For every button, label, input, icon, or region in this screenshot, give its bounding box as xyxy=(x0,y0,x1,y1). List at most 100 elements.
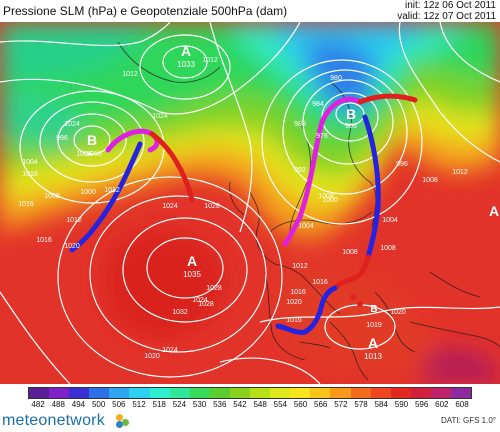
isobar-label: 1024 xyxy=(152,113,168,120)
color-scale-cell xyxy=(310,388,331,398)
color-scale-cell xyxy=(350,388,371,398)
isobar-label: 1008 xyxy=(318,193,334,200)
isobar-label: 1012 xyxy=(452,169,468,176)
isobar-label: 1016 xyxy=(22,171,38,178)
isobar-labels: 1016 1024 1016 1024 1004 996 1004 1008 1012 1000 1… xyxy=(18,57,468,360)
pressure-center-value: 1013 xyxy=(364,352,382,361)
isobar-label: 1016 xyxy=(290,289,306,296)
isobar-label: 1024 xyxy=(192,297,208,304)
pressure-center-letter: A xyxy=(368,335,378,351)
isobar-label: 1000 xyxy=(80,189,96,196)
warm-front-scandinavia xyxy=(357,93,418,105)
pressure-center-high-1035: A 1035 xyxy=(183,253,201,279)
data-source: DATI: GFS 1.0° xyxy=(440,416,496,425)
color-scale-cell xyxy=(209,388,230,398)
isobar-label: 988 xyxy=(294,121,306,128)
color-scale-cell xyxy=(189,388,210,398)
isobar-label: 1016 xyxy=(286,317,302,324)
isobars xyxy=(0,22,500,384)
pressure-center-high-east: A xyxy=(489,203,499,219)
pressure-center-low-atlantic: B xyxy=(87,132,97,148)
color-scale-label: 482 xyxy=(31,400,45,409)
color-scale-cell xyxy=(410,388,431,398)
color-scale-label: 590 xyxy=(394,400,409,409)
pressure-center-letter: A xyxy=(489,203,499,219)
isobar-label: 996 xyxy=(396,161,408,168)
isobar-label: 1004 xyxy=(382,217,398,224)
color-scale-label: 530 xyxy=(192,400,207,409)
pressure-center-low-986: B 986 xyxy=(345,106,357,130)
warm-front-atlantic xyxy=(149,131,195,203)
pressure-center-value: 1035 xyxy=(183,270,201,279)
color-scale-label: 602 xyxy=(435,400,449,409)
map-title: Pressione SLM (hPa) e Geopotenziale 500h… xyxy=(3,4,288,18)
color-scale-cell xyxy=(149,388,170,398)
isobar-label: 1004 xyxy=(22,159,38,166)
color-scale-cell xyxy=(370,388,391,398)
color-scale-cell xyxy=(129,388,150,398)
warm-front-europe xyxy=(332,254,371,291)
isobar-label: 1028 xyxy=(198,301,214,308)
isobar-label: 1016 xyxy=(36,237,52,244)
color-scale-cell xyxy=(450,388,472,398)
meteonetwork-logo: meteonetwork xyxy=(2,412,105,429)
color-scale-label: 608 xyxy=(455,400,469,409)
color-scale-cell xyxy=(330,388,351,398)
logo-dot xyxy=(122,419,129,426)
weather-map: A 1033 B 986 B A 1035 A 1013 A B 1019 10… xyxy=(0,22,500,384)
isobar-label: 1008 xyxy=(44,193,60,200)
isobar-label: 1008 xyxy=(342,249,358,256)
color-scale-cell xyxy=(69,388,90,398)
color-scale-label: 506 xyxy=(112,400,126,409)
color-scale-label: 512 xyxy=(132,400,146,409)
color-scale-cell xyxy=(109,388,130,398)
isobar-label: 1028 xyxy=(204,203,220,210)
logo-dots-icon xyxy=(116,414,132,428)
valid-time: valid: 12z 07 Oct 2011 xyxy=(397,11,496,22)
color-scale-label: 536 xyxy=(213,400,227,409)
color-scale-label: 500 xyxy=(91,400,106,409)
isobar-label: 1004 xyxy=(298,223,314,230)
color-scale-label: 494 xyxy=(71,400,86,409)
isobar-label: 1020 xyxy=(286,299,302,306)
pressure-center-low-1019: B 1019 xyxy=(366,304,382,329)
color-scale-label: 554 xyxy=(273,400,288,409)
isobar-label: 1012 xyxy=(122,71,138,78)
isobar-label: 1016 xyxy=(18,201,34,208)
color-scale-label: 560 xyxy=(293,400,308,409)
isobar-label: 1012 xyxy=(202,57,218,64)
color-scale-cell xyxy=(250,388,271,398)
color-scale-label: 578 xyxy=(354,400,368,409)
color-scale-label: 542 xyxy=(233,400,247,409)
color-scale-label: 572 xyxy=(334,400,348,409)
isobar-label: 1012 xyxy=(292,263,308,270)
isobar-label: 1008 xyxy=(422,177,438,184)
pressure-center-letter: B xyxy=(87,132,97,148)
isobar-label: 992 xyxy=(294,167,306,174)
logo-dot xyxy=(116,414,123,421)
color-scale-cell xyxy=(390,388,411,398)
fronts xyxy=(69,93,418,335)
isobar-label: 1012 xyxy=(104,187,120,194)
color-scale-label: 584 xyxy=(374,400,388,409)
color-scale-cell xyxy=(29,388,50,398)
color-scale-label: 596 xyxy=(414,400,429,409)
color-scale-cell xyxy=(430,388,451,398)
isobar-label: 1020 xyxy=(64,243,80,250)
front-dots xyxy=(350,294,363,307)
footer: meteonetwork DATI: GFS 1.0° xyxy=(0,410,500,432)
cold-front-mediterranean xyxy=(275,285,338,335)
color-scale-label: 548 xyxy=(253,400,267,409)
pressure-center-letter: B xyxy=(346,106,356,122)
pressure-center-value: 1019 xyxy=(366,322,382,329)
pressure-center-letter: A xyxy=(181,43,191,59)
color-scale-cell xyxy=(270,388,291,398)
color-scale-label: 524 xyxy=(172,400,187,409)
isobar-label: 1016 xyxy=(86,151,102,158)
pressure-center-value: 1033 xyxy=(177,60,195,69)
color-scale: 482 488 494 500 506 512 518 524 530 536 542 548 554 5… xyxy=(28,387,472,415)
pressure-center-high-1033: A 1033 xyxy=(177,43,195,69)
cold-front-atlantic xyxy=(69,141,143,253)
cold-front-europe-north xyxy=(362,114,381,260)
pressure-center-high-1013: A 1013 xyxy=(364,335,382,361)
